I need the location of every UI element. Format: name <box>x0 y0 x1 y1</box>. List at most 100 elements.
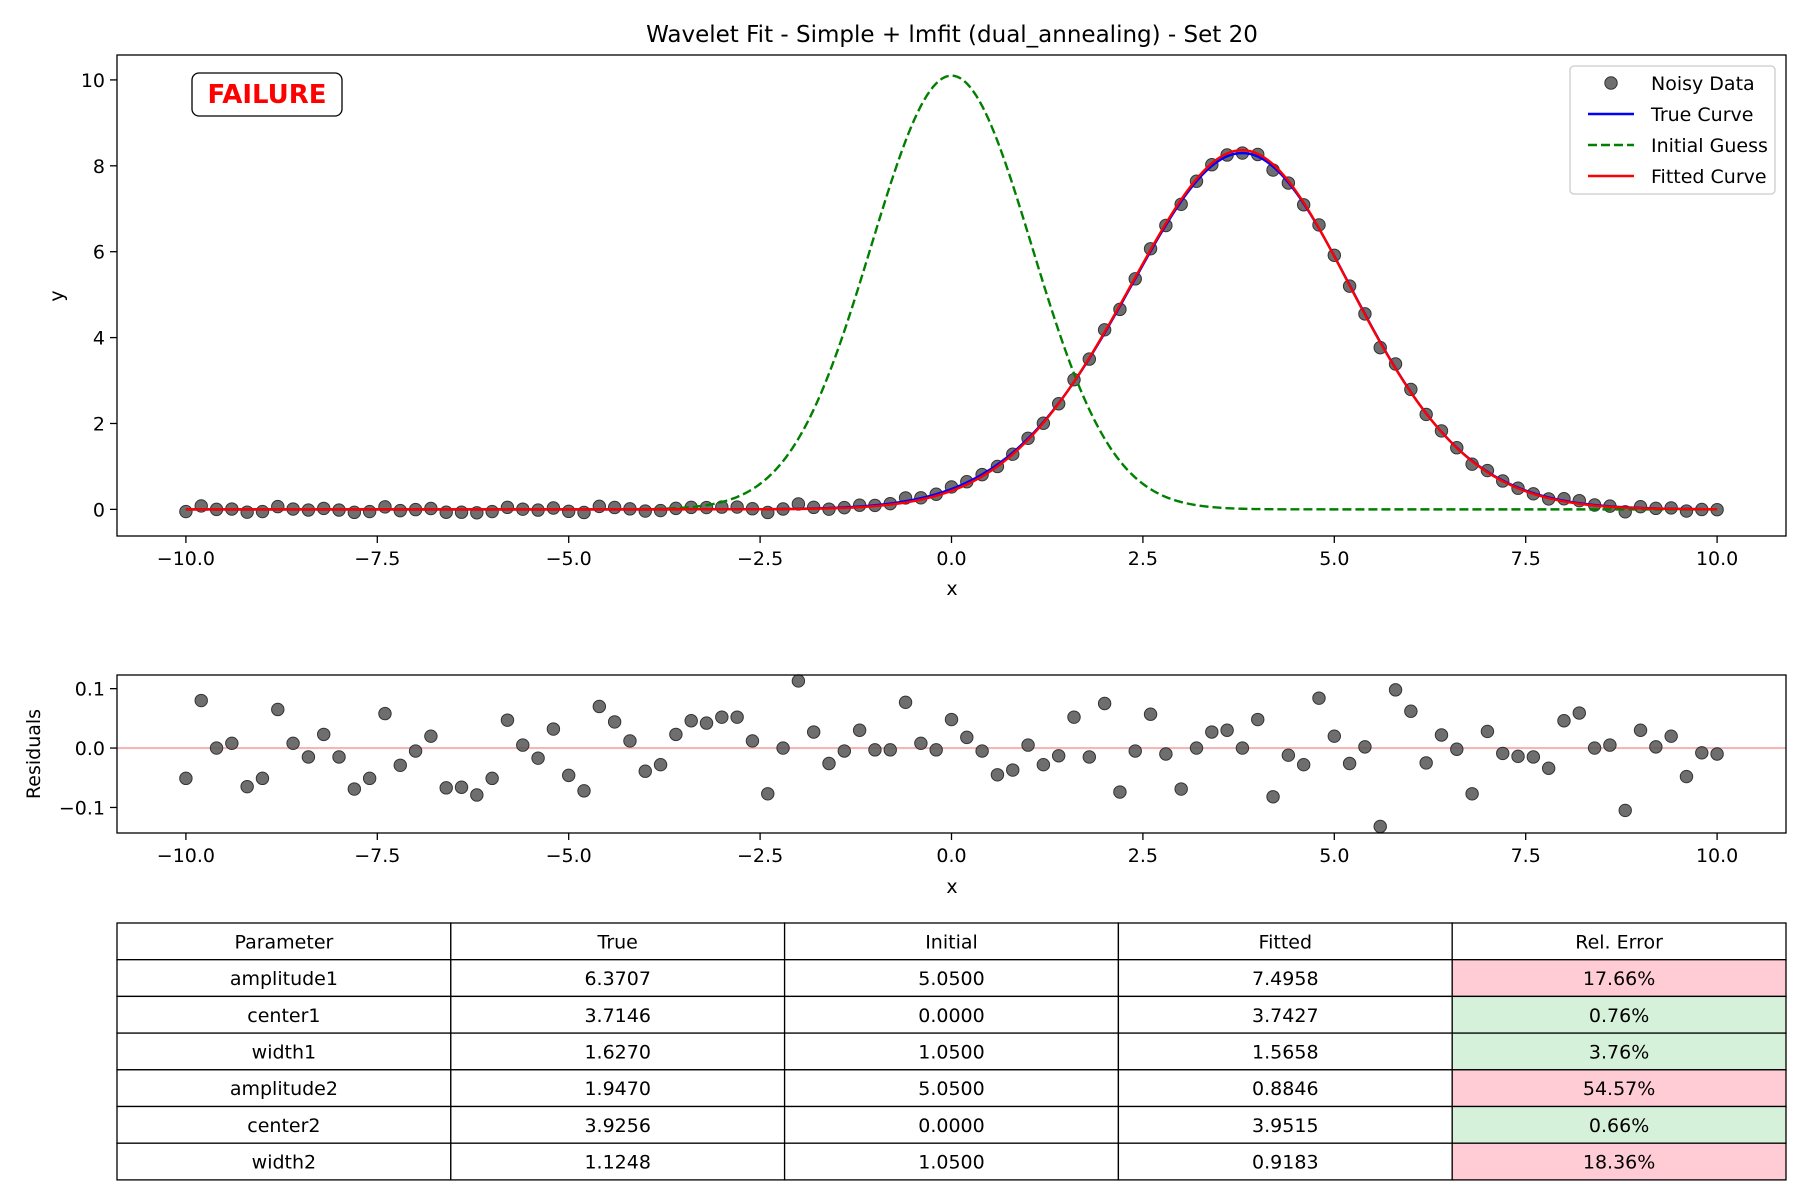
residual-point <box>1358 740 1372 754</box>
residual-point <box>1388 683 1403 697</box>
x-tick-label: −5.0 <box>546 845 592 867</box>
legend-entry: Initial Guess <box>1588 135 1768 157</box>
residual-point <box>806 725 821 739</box>
data-point <box>1679 504 1694 518</box>
table-cell <box>116 1105 452 1144</box>
residual-point <box>1572 706 1586 720</box>
data-point <box>271 499 285 514</box>
table-cell-value: 3.9256 <box>584 1115 650 1137</box>
x-tick-label: 7.5 <box>1511 548 1541 570</box>
table-cell <box>1451 995 1787 1034</box>
table-cell-value: center2 <box>247 1115 320 1137</box>
residual-point <box>1006 763 1020 777</box>
residual-point <box>546 722 561 736</box>
residual-point <box>286 736 300 751</box>
status-badge: FAILURE <box>191 72 343 117</box>
table-cell-value: 1.0500 <box>918 1041 984 1063</box>
table-cell-value: 0.76% <box>1589 1005 1649 1027</box>
data-point <box>439 505 453 519</box>
residual-point <box>1266 790 1280 804</box>
table-cell <box>116 1069 452 1108</box>
data-point <box>378 500 392 514</box>
residual-point <box>1695 746 1709 760</box>
residual-point <box>822 756 836 771</box>
residual-point <box>990 768 1005 782</box>
residual-point <box>1603 738 1617 752</box>
residual-point <box>179 771 193 786</box>
x-tick-label: −10.0 <box>157 845 215 867</box>
residual-point <box>1480 724 1495 739</box>
x-tick-label: 2.5 <box>1128 845 1158 867</box>
x-tick-label: 7.5 <box>1511 845 1541 867</box>
table-row: width2 1.1248 1.0500 0.9183 18.36% <box>116 1142 1787 1181</box>
residual-point <box>1097 696 1112 711</box>
y-tick-label: 4 <box>93 328 105 350</box>
y-tick-label: 0.1 <box>75 679 105 701</box>
residual-point <box>1587 741 1602 755</box>
data-point <box>562 504 576 519</box>
data-point <box>179 504 193 519</box>
table-cell-value: 3.9515 <box>1252 1115 1318 1137</box>
table-row: width1 1.6270 1.0500 1.5658 3.76% <box>116 1032 1787 1071</box>
residual-point <box>225 736 239 751</box>
table-cell <box>1451 1069 1787 1108</box>
table-cell-value: 18.36% <box>1583 1152 1655 1174</box>
legend-entry: True Curve <box>1588 104 1753 126</box>
table-row: amplitude1 6.3707 5.0500 7.4958 17.66% <box>116 959 1787 998</box>
table-row: center1 3.7146 0.0000 3.7427 0.76% <box>116 995 1787 1034</box>
residuals-x-axis: −10.0 −7.5 −5.0 −2.5 0.0 2.5 5.0 7.5 10.0 <box>157 833 1738 867</box>
residual-point <box>638 764 652 778</box>
table-cell <box>783 1142 1120 1181</box>
residual-point <box>684 714 698 728</box>
table-cell-value: 0.0000 <box>918 1005 984 1027</box>
x-tick-label: 0.0 <box>936 845 966 867</box>
table-cell <box>1117 1142 1453 1181</box>
residual-point <box>255 771 270 786</box>
data-point <box>546 501 561 515</box>
residual-point <box>1557 714 1571 728</box>
residual-point <box>898 695 913 710</box>
legend-frame <box>1569 65 1776 195</box>
residuals-y-axis: −0.1 0.0 0.1 <box>59 679 117 819</box>
data-point <box>500 500 515 515</box>
main-y-axis-label: y <box>46 290 68 301</box>
data-point <box>730 500 744 514</box>
residual-point <box>1450 742 1464 756</box>
table-cell <box>1117 959 1453 998</box>
data-point <box>347 505 362 520</box>
residual-point <box>1404 704 1418 718</box>
residual-point <box>194 693 208 708</box>
residual-point <box>868 743 882 757</box>
table-cell <box>116 1032 452 1071</box>
residual-point <box>1021 738 1035 752</box>
table-cell <box>450 1142 786 1181</box>
residuals-y-axis-label: Residuals <box>23 709 45 799</box>
table-header-cell <box>1117 922 1453 961</box>
residual-point <box>730 710 744 724</box>
residual-point <box>1143 707 1158 721</box>
residual-point <box>761 787 775 801</box>
table-cell <box>1451 1142 1787 1181</box>
residual-point <box>1051 749 1066 763</box>
residuals-plot-area <box>117 674 1786 834</box>
table-header-label: True <box>597 931 638 953</box>
residuals-plot: −10.0 −7.5 −5.0 −2.5 0.0 2.5 5.0 7.5 10.0 −0.1 0.… <box>23 674 1787 898</box>
residual-point <box>791 674 806 688</box>
table-cell-value: 1.5658 <box>1252 1041 1318 1063</box>
table-cell-value: 0.9183 <box>1252 1152 1318 1174</box>
residual-point <box>1664 729 1678 743</box>
main-x-axis: −10.0 −7.5 −5.0 −2.5 0.0 2.5 5.0 7.5 10.0 <box>157 536 1738 570</box>
residual-point <box>1710 747 1724 761</box>
table-header-cell <box>1451 922 1787 961</box>
residual-point <box>1327 729 1342 743</box>
table-cell-value: 1.0500 <box>918 1152 984 1174</box>
residual-point <box>1205 725 1219 739</box>
residual-point <box>332 750 346 764</box>
x-tick-label: 2.5 <box>1128 548 1158 570</box>
main-plot: Wavelet Fit - Simple + lmfit (dual_annea… <box>46 22 1787 600</box>
table-cell-value: 6.3707 <box>584 968 650 990</box>
y-tick-label: 0.0 <box>75 738 105 760</box>
y-tick-label: 10 <box>81 70 105 92</box>
residual-point <box>852 723 867 737</box>
